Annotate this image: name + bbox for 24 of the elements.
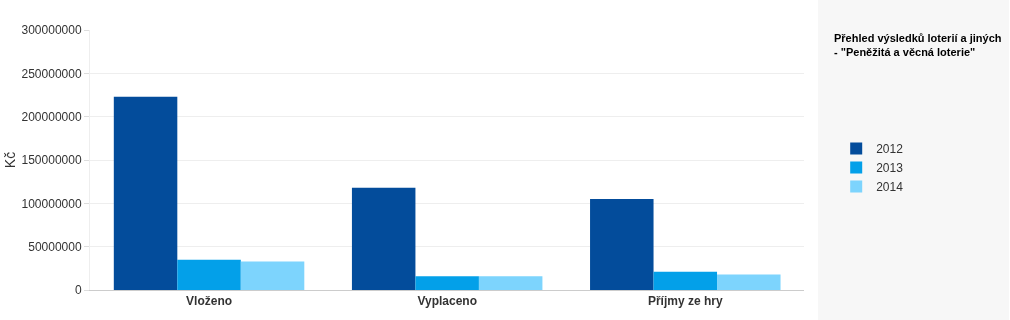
y-axis-title: Kč — [2, 151, 19, 169]
bar — [113, 96, 178, 290]
legend-label: 2012 — [876, 142, 904, 157]
legend-label: 2014 — [876, 180, 904, 195]
legend-label: 2013 — [876, 161, 904, 176]
y-tick-label: 250000000 — [21, 66, 82, 81]
y-tick-label: 300000000 — [21, 23, 82, 38]
y-tick-label: 150000000 — [21, 153, 82, 168]
bar — [590, 199, 654, 290]
x-tick-label: Příjmy ze hry — [647, 294, 723, 309]
y-tick-label: 50000000 — [28, 239, 82, 254]
bar — [478, 276, 543, 290]
y-tick-label: 100000000 — [21, 196, 82, 211]
bar — [653, 271, 718, 290]
bar — [717, 274, 781, 290]
x-tick-label: Vloženo — [186, 294, 233, 309]
bar — [240, 261, 305, 290]
text: Přehled výsledků loterií a jiných - "Peněžitá a věcná loterie" — [834, 32, 1002, 59]
bar — [177, 259, 241, 290]
y-tick-label: 0 — [74, 283, 82, 298]
y-tick-label: 200000000 — [21, 109, 82, 124]
bar — [415, 276, 479, 290]
bar — [351, 187, 416, 290]
x-tick-label: Vyplaceno — [417, 294, 477, 309]
